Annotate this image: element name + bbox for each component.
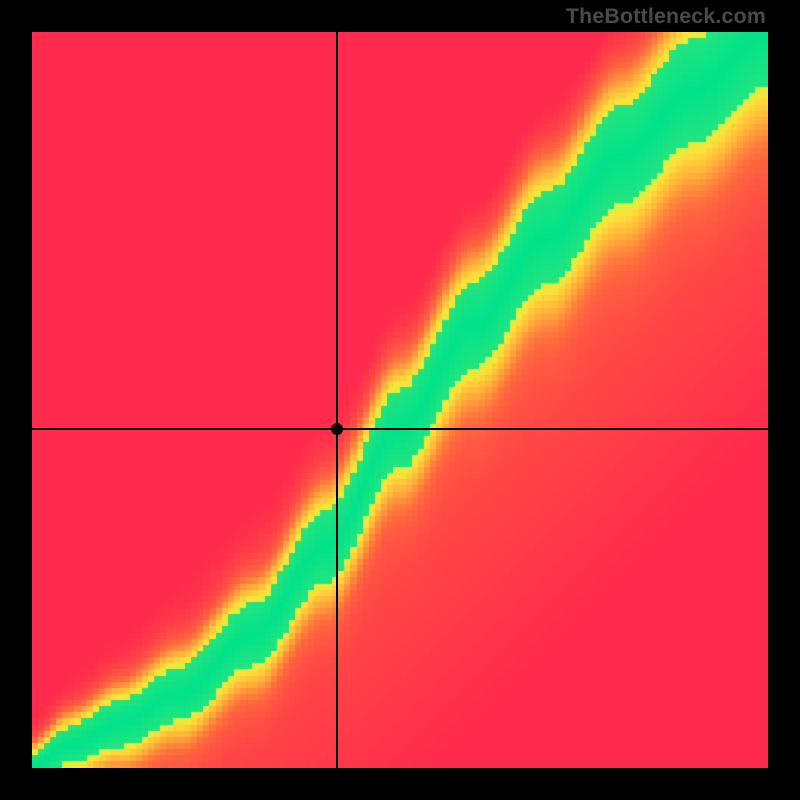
watermark-text: TheBottleneck.com — [566, 4, 766, 29]
crosshair-horizontal — [32, 428, 768, 430]
plot-area — [32, 32, 768, 768]
crosshair-vertical — [336, 32, 338, 768]
heatmap-canvas — [32, 32, 768, 768]
figure-root: TheBottleneck.com — [0, 0, 800, 800]
crosshair-marker — [331, 423, 343, 435]
